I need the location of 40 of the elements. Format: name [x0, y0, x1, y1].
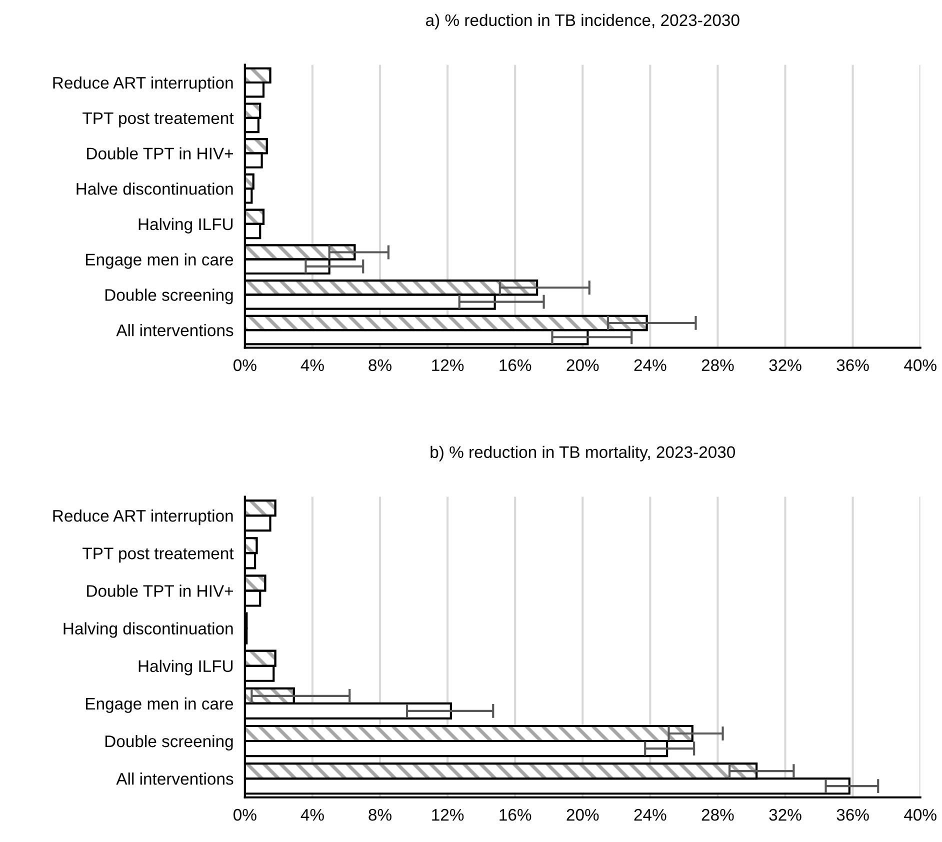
x-tick-label: 40% — [904, 808, 936, 821]
x-tick-label: 8% — [368, 808, 392, 821]
x-tick-label: 20% — [566, 808, 599, 821]
x-tick-label: 8% — [368, 359, 392, 372]
y-tick-label: Double TPT in HIV+ — [87, 147, 233, 160]
y-tick-label: Reduce ART interruption — [53, 76, 233, 92]
y-tick-label: Double screening — [105, 288, 233, 304]
x-tick-label: 28% — [702, 359, 734, 372]
x-tick-label: 40% — [904, 359, 936, 372]
x-tick-label: 24% — [634, 808, 666, 821]
x-tick-label: 36% — [836, 359, 869, 372]
x-tick-label: 32% — [769, 359, 802, 372]
chart-title: b) % reduction in TB mortality, 2023-2030 — [430, 446, 736, 462]
y-tick-label: Double TPT in HIV+ — [87, 584, 233, 597]
x-tick-label: 16% — [500, 808, 532, 821]
x-tick-label: 12% — [432, 359, 464, 372]
y-tick-label: TPT post treatement — [82, 548, 234, 563]
y-tick-label: All interventions — [116, 324, 234, 336]
x-tick-label: 32% — [769, 808, 802, 821]
x-tick-label: 16% — [500, 359, 532, 372]
y-tick-label: Halving ILFU — [138, 218, 233, 234]
x-tick-label: 0% — [234, 808, 256, 821]
y-tick-label: TPT post treatement — [82, 112, 234, 128]
y-tick-label: Reduce ART interruption — [53, 510, 233, 526]
x-tick-label: 4% — [300, 809, 324, 821]
x-tick-label: 36% — [836, 808, 869, 821]
x-tick-label: 24% — [634, 359, 666, 372]
x-tick-label: 0% — [234, 359, 256, 372]
chart-title: a) % reduction in TB incidence, 2023-2030 — [426, 14, 740, 30]
x-tick-label: 12% — [432, 808, 464, 821]
y-tick-label: Engage men in care — [86, 697, 234, 713]
y-tick-label: Double screening — [105, 734, 233, 751]
y-tick-label: Halve discontinuation — [76, 182, 233, 195]
x-tick-label: 28% — [702, 808, 734, 821]
y-tick-label: Engage men in care — [86, 253, 234, 269]
x-tick-label: 20% — [566, 359, 599, 372]
y-tick-label: Halving ILFU — [138, 660, 233, 676]
y-tick-label: All interventions — [116, 772, 234, 785]
x-tick-label: 4% — [300, 359, 324, 372]
y-tick-label: Halving discontinuation — [64, 622, 233, 638]
